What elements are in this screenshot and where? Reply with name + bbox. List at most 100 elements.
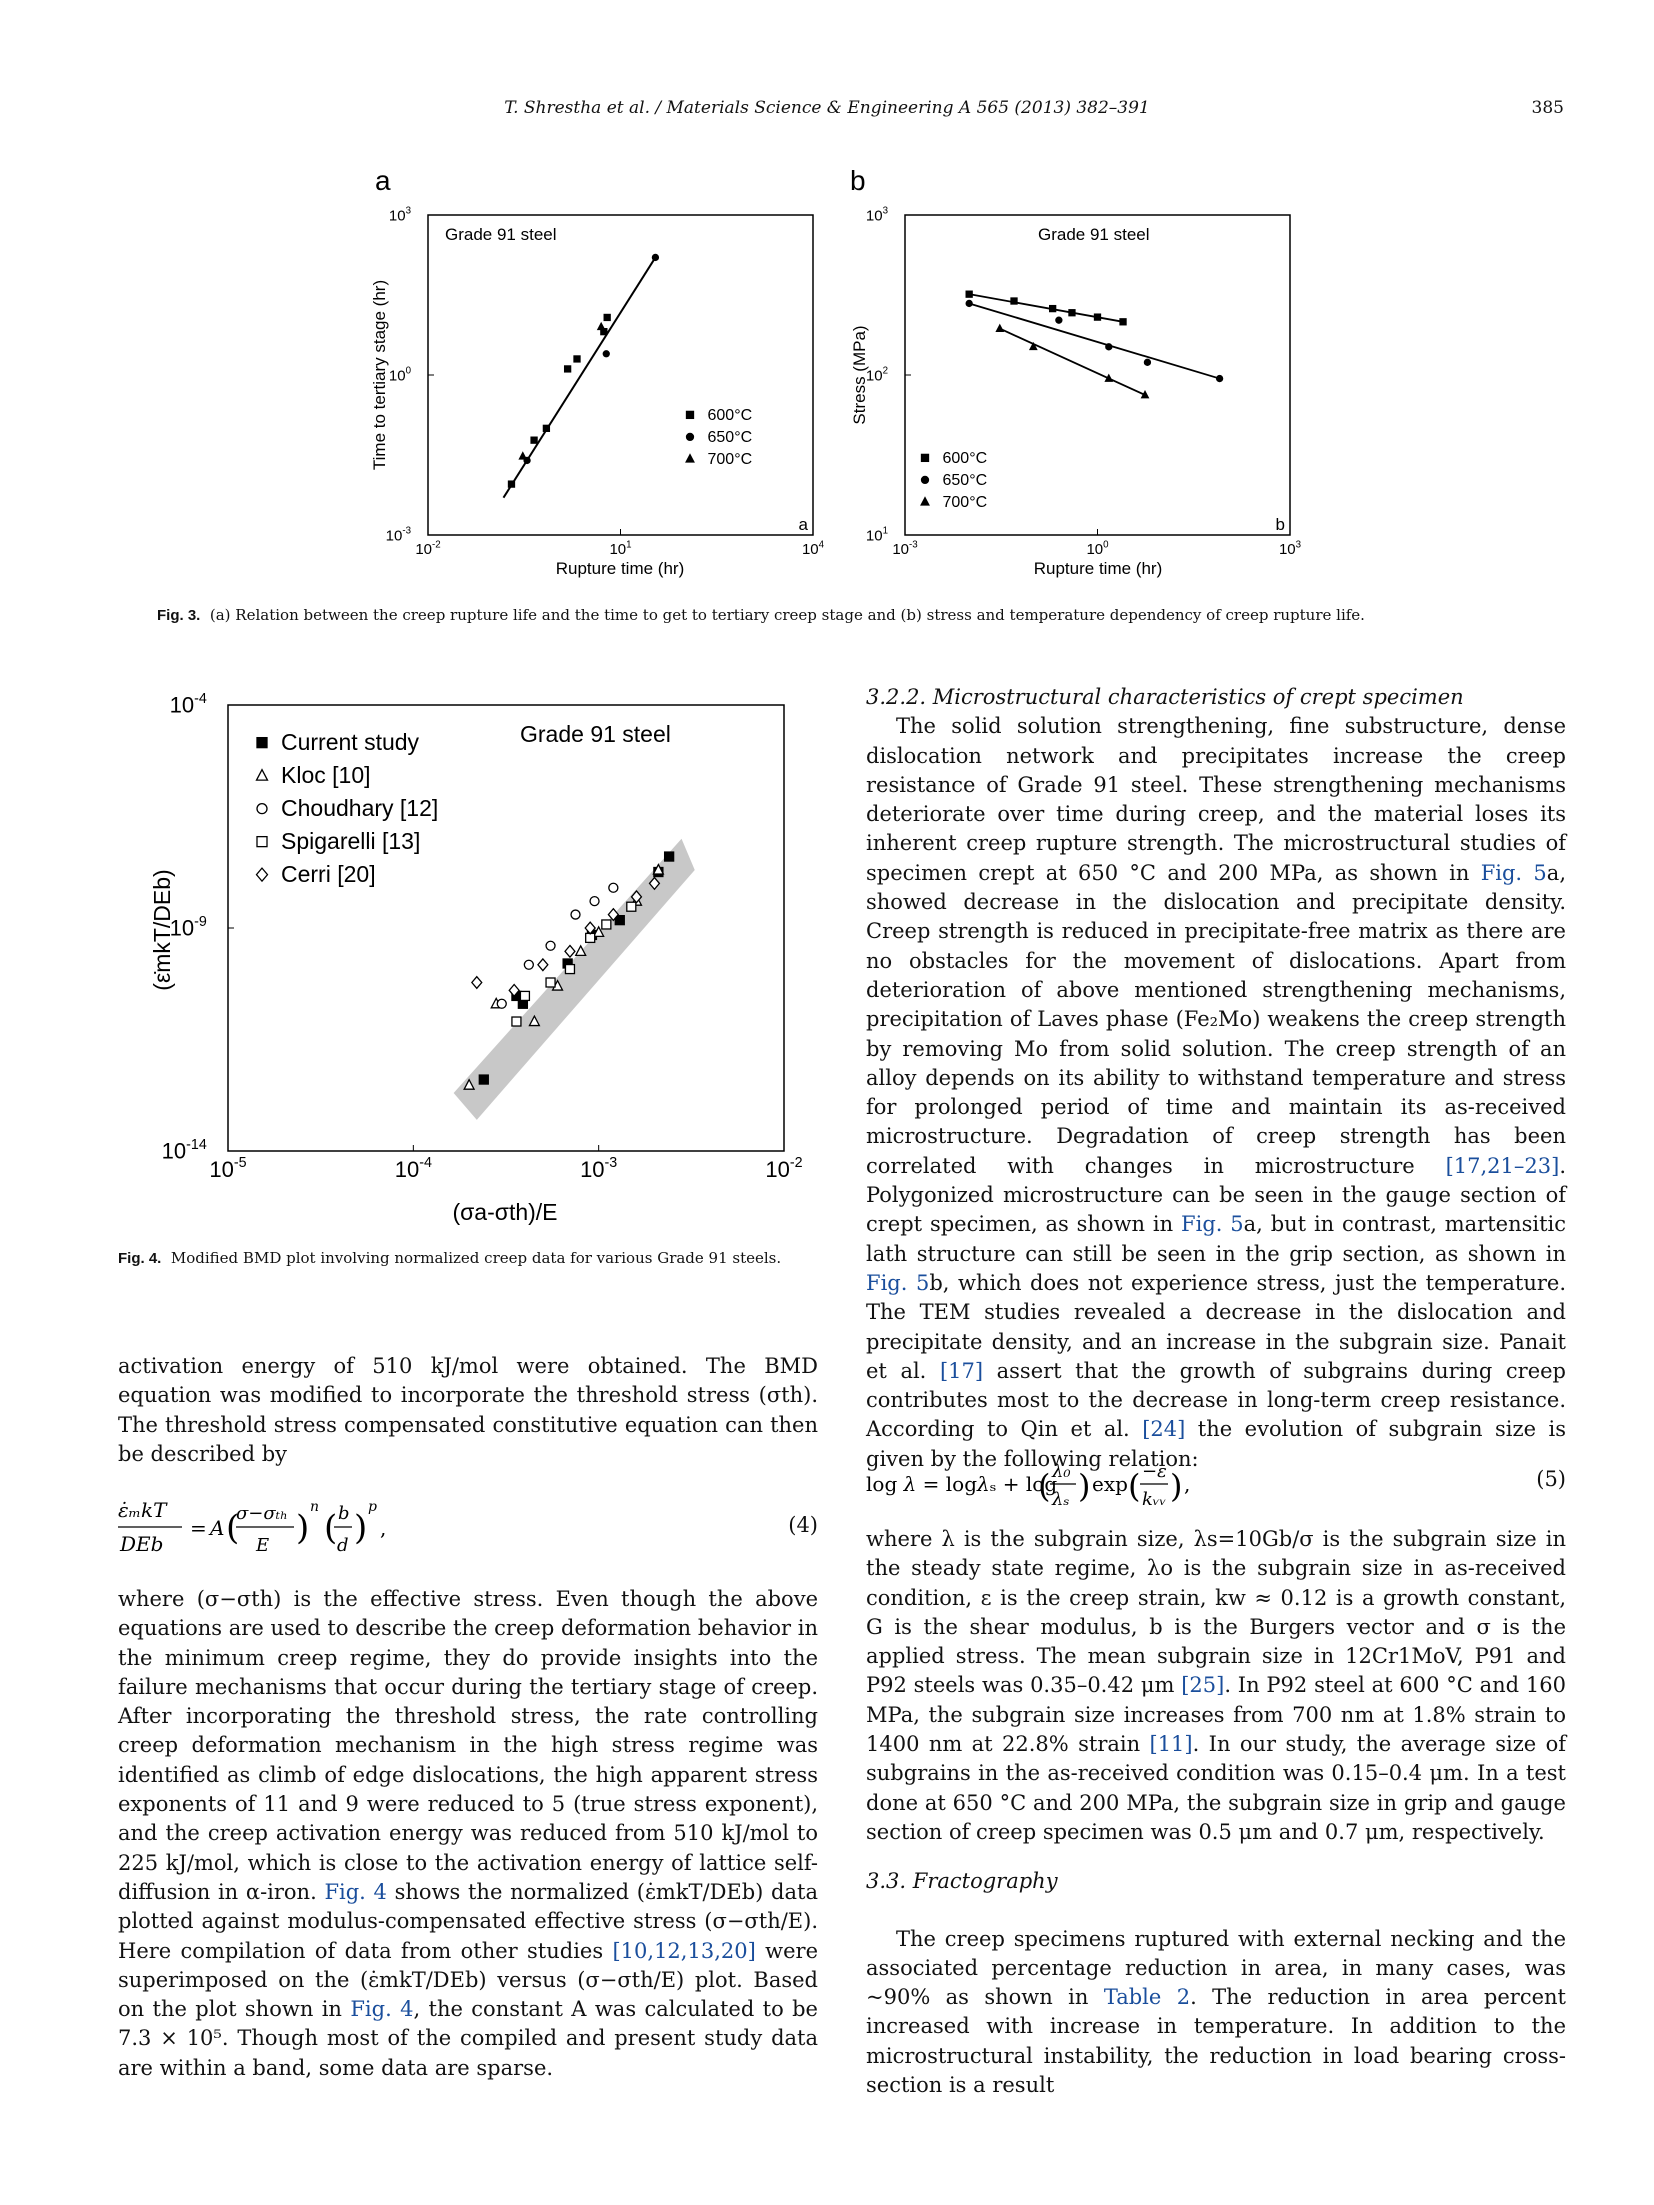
panel-a-legend: 600°C 650°C 700°C <box>685 407 753 468</box>
data-point <box>1068 309 1076 317</box>
panel-a-x-ticks: 10-2 101 104 <box>415 529 825 558</box>
ref-fig5-link-1[interactable]: Fig. 5 <box>1480 860 1547 885</box>
ref-fig4-link-2[interactable]: Fig. 4 <box>350 1997 414 2022</box>
svg-text:ε̇ₘkT: ε̇ₘkT <box>118 1498 168 1522</box>
ref-fig5-link-2[interactable]: Fig. 5 <box>1181 1212 1244 1237</box>
data-point <box>573 355 581 363</box>
data-point <box>602 350 610 358</box>
x-tick-label: 10-2 <box>415 539 440 558</box>
data-point <box>508 983 520 998</box>
x-tick-exponent: 4 <box>819 539 825 550</box>
legend-marker <box>256 736 268 749</box>
x-tick-exponent: 1 <box>626 539 631 550</box>
svg-text:λ₀: λ₀ <box>1051 1461 1071 1482</box>
panel-a-plot <box>502 253 660 499</box>
data-point <box>564 944 576 959</box>
panel-b-corner: b <box>1276 515 1285 534</box>
data-point <box>651 253 660 262</box>
ref-17-link[interactable]: [17] <box>939 1358 984 1383</box>
svg-text:d: d <box>337 1535 349 1556</box>
ref-11-link[interactable]: [11] <box>1149 1732 1193 1757</box>
data-point <box>995 323 1005 332</box>
legend-marker <box>256 835 268 848</box>
x-tick-label: 101 <box>609 539 631 558</box>
ref-17-21-23-link[interactable]: [17,21–23] <box>1445 1153 1560 1178</box>
right-p3-text-a: The creep specimens ruptured with extern… <box>866 1926 1566 2010</box>
equation-5-formula: log λ = logλₛ + log ( λ₀ λₛ ) exp ( −ε k… <box>866 1461 1190 1510</box>
data-point <box>564 963 576 975</box>
legend-label: 600°C <box>708 407 753 424</box>
left-p2-text-a: where (σ−σth) is the effective stress. E… <box>118 1587 818 1904</box>
ref-25-link[interactable]: [25] <box>1181 1673 1225 1698</box>
right-p1-text-g: the evolution of subgrain size is given … <box>866 1417 1566 1471</box>
ref-table2-link[interactable]: Table 2 <box>1103 1985 1191 2010</box>
svg-text:b: b <box>338 1503 350 1524</box>
section-3-2-2-heading: 3.2.2. Microstructural characteristics o… <box>866 685 1464 709</box>
legend-marker <box>920 496 930 506</box>
header-citation: T. Shrestha et al. / Materials Science &… <box>504 98 1150 118</box>
svg-text:σ−σₜₕ: σ−σₜₕ <box>236 1503 288 1524</box>
data-point <box>545 940 556 951</box>
legend-marker <box>685 453 695 463</box>
right-p1-text-a: The solid solution strengthening, fine s… <box>866 714 1566 885</box>
ref-fig4-link-1[interactable]: Fig. 4 <box>324 1879 387 1904</box>
data-point <box>608 882 619 893</box>
x-tick-exponent: 0 <box>1103 539 1109 550</box>
data-point <box>478 1074 489 1085</box>
figure-4-x-ticks: 10-5 10-4 10-3 10-2 <box>209 1145 803 1182</box>
panel-a-label: a <box>375 165 391 196</box>
data-point <box>1119 318 1127 326</box>
ref-10-12-13-20-link[interactable]: [10,12,13,20] <box>612 1938 756 1963</box>
x-tick-exponent: 3 <box>1296 539 1301 550</box>
figure-3-caption: Fig. 3. (a) Relation between the creep r… <box>157 605 1557 626</box>
data-point <box>596 321 606 331</box>
svg-text:n: n <box>310 1499 319 1515</box>
legend-marker <box>685 410 695 420</box>
legend-label: Cerri [20] <box>281 861 376 887</box>
figure-4-caption: Fig. 4. Modified BMD plot involving norm… <box>118 1248 818 1269</box>
x-tick-exponent: -5 <box>234 1155 247 1171</box>
figure-3: a Grade 91 steel a 10-2 101 104 10-3100103… <box>370 165 1301 578</box>
legend-marker <box>920 475 930 485</box>
data-point <box>530 436 538 444</box>
legend-marker <box>255 867 269 883</box>
figure-4-title: Grade 91 steel <box>520 721 671 747</box>
right-p2-text-b: . In P92 steel at 600 °C and 160 MPa, th… <box>866 1673 1566 1757</box>
legend-label: 700°C <box>708 451 753 468</box>
figure-4-xlabel: (σa-σth)/E <box>452 1199 557 1225</box>
x-tick-exponent: -3 <box>605 1155 618 1171</box>
data-point <box>652 863 665 875</box>
figure-4: Grade 91 steel 10-5 10-4 10-3 10-2 10-4 10-9… <box>150 691 803 1225</box>
svg-text:exp: exp <box>1092 1472 1128 1496</box>
panel-a-title: Grade 91 steel <box>445 225 557 244</box>
data-point <box>607 907 620 922</box>
ref-24-link[interactable]: [24] <box>1142 1417 1186 1442</box>
panel-b-xlabel: Rupture time (hr) <box>1034 559 1162 578</box>
data-point <box>592 925 605 938</box>
data-point <box>1140 389 1150 399</box>
right-paragraph-3: The creep specimens ruptured with extern… <box>866 1925 1566 2101</box>
page-number: 385 <box>1531 98 1564 118</box>
data-point <box>965 299 973 308</box>
legend-label: 650°C <box>708 429 753 446</box>
ref-fig5-link-3[interactable]: Fig. 5 <box>866 1270 930 1295</box>
legend-label: Kloc [10] <box>281 762 371 788</box>
y-tick-exponent: 3 <box>406 206 411 217</box>
right-paragraph-1: The solid solution strengthening, fine s… <box>866 712 1566 1474</box>
panel-b-x-ticks: 10-3 100 103 <box>892 529 1301 558</box>
data-point <box>663 851 675 862</box>
data-point <box>648 876 661 891</box>
data-point <box>496 998 507 1009</box>
svg-text:(: ( <box>1128 1467 1140 1505</box>
figure-4-ylabel: (ε̇mkT/DEb) <box>150 869 175 990</box>
y-tick-label: 103 <box>866 206 888 225</box>
figure-4-plot <box>463 851 675 1090</box>
right-p1-text-e: b, which does not experience stress, jus… <box>866 1270 1567 1383</box>
figure-4-legend: Current study Kloc [10] Choudhary [12] Spig… <box>255 729 438 887</box>
y-tick-label: 103 <box>389 206 411 225</box>
data-point <box>518 451 528 460</box>
y-tick-label: 10-4 <box>170 691 207 718</box>
svg-text:p: p <box>368 1499 377 1515</box>
x-tick-exponent: -2 <box>790 1155 803 1171</box>
legend-marker <box>685 432 695 442</box>
